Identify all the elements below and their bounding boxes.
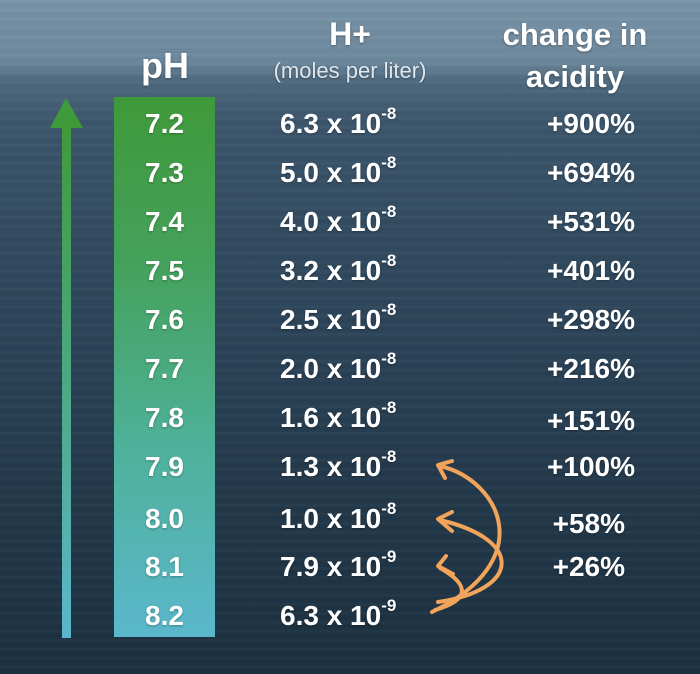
ph-value: 7.7 [145, 353, 184, 384]
acidity-change-value: +900% [547, 108, 635, 139]
h-plus-exponent: -8 [381, 300, 397, 319]
h-plus-mantissa: 7.9 x 10 [280, 551, 382, 582]
acidity-change-value: +151% [547, 405, 635, 436]
h-plus-mantissa: 1.0 x 10 [280, 503, 382, 534]
ph-column-header: pH [141, 45, 189, 86]
ph-value: 7.8 [145, 402, 184, 433]
h-plus-value: 7.9 x 10-9 [280, 547, 450, 583]
h-plus-exponent: -9 [381, 596, 397, 615]
acidity-change-value: +26% [552, 551, 625, 582]
acidity-change-value: +531% [547, 206, 635, 237]
h-plus-value: 2.0 x 10-8 [280, 349, 450, 385]
h-plus-exponent: -8 [381, 398, 397, 417]
h-plus-exponent: -8 [381, 447, 397, 466]
h-plus-exponent: -9 [381, 547, 397, 566]
h-plus-mantissa: 3.2 x 10 [280, 255, 382, 286]
h-plus-value: 1.6 x 10-8 [280, 398, 450, 434]
ph-value: 7.5 [145, 255, 184, 286]
up-arrow-icon [50, 98, 83, 638]
ph-value: 8.2 [145, 600, 184, 631]
ph-value: 7.4 [145, 206, 184, 237]
h-plus-value: 5.0 x 10-8 [280, 153, 450, 189]
h-plus-mantissa: 4.0 x 10 [280, 206, 382, 237]
ph-value: 7.2 [145, 108, 184, 139]
ph-value: 8.1 [145, 551, 184, 582]
h-plus-exponent: -8 [381, 202, 397, 221]
ph-value: 7.6 [145, 304, 184, 335]
h-plus-exponent: -8 [381, 251, 397, 270]
h-plus-mantissa: 6.3 x 10 [280, 600, 382, 631]
curved-arrows-icon [430, 459, 504, 614]
h-plus-exponent: -8 [381, 153, 397, 172]
ph-value: 7.3 [145, 157, 184, 188]
acidity-change-value: +216% [547, 353, 635, 384]
acidity-change-value: +58% [552, 508, 625, 539]
h-plus-value: 4.0 x 10-8 [280, 202, 450, 238]
h-plus-mantissa: 2.5 x 10 [280, 304, 382, 335]
h-plus-value: 1.0 x 10-8 [280, 499, 450, 535]
h-plus-unit-label: (moles per liter) [273, 58, 427, 83]
h-plus-value: 3.2 x 10-8 [280, 251, 450, 287]
h-plus-mantissa: 1.3 x 10 [280, 451, 382, 482]
h-plus-exponent: -8 [381, 104, 397, 123]
acidity-change-value: +694% [547, 157, 635, 188]
h-plus-column-header: H+ [329, 16, 371, 52]
h-plus-value: 6.3 x 10-9 [280, 596, 450, 632]
ph-value: 8.0 [145, 503, 184, 534]
h-plus-mantissa: 1.6 x 10 [280, 402, 382, 433]
h-plus-mantissa: 2.0 x 10 [280, 353, 382, 384]
h-plus-value: 1.3 x 10-8 [280, 447, 450, 483]
change-column-header: change in acidity [502, 17, 648, 94]
h-plus-exponent: -8 [381, 349, 397, 368]
h-plus-value: 2.5 x 10-8 [280, 300, 450, 336]
acidity-change-value: +401% [547, 255, 635, 286]
ph-value: 7.9 [145, 451, 184, 482]
h-plus-value: 6.3 x 10-8 [280, 104, 450, 140]
acidity-change-value: +100% [547, 451, 635, 482]
ph-gradient-bar [114, 97, 215, 637]
h-plus-mantissa: 6.3 x 10 [280, 108, 382, 139]
acidity-change-value: +298% [547, 304, 635, 335]
h-plus-exponent: -8 [381, 499, 397, 518]
h-plus-mantissa: 5.0 x 10 [280, 157, 382, 188]
